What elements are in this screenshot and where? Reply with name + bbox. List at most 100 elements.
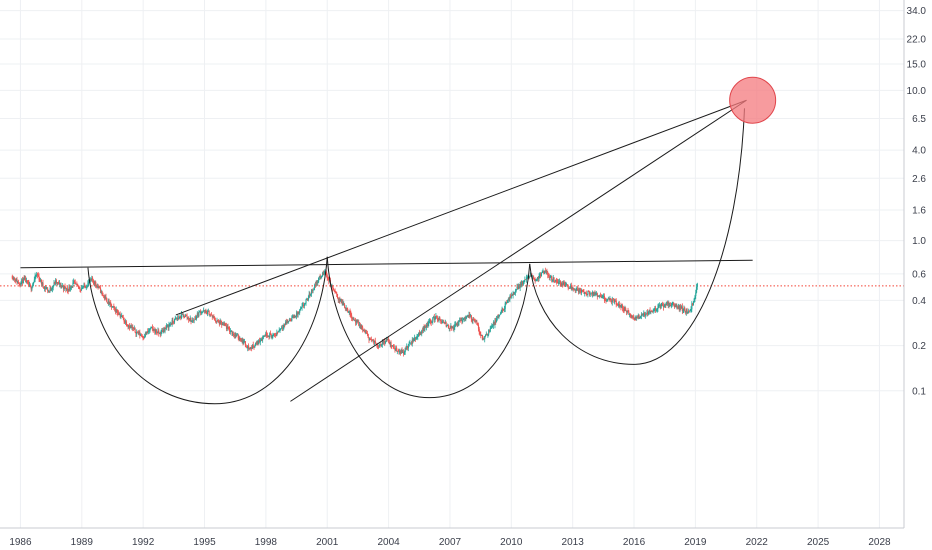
candle: [307, 295, 309, 302]
candle: [485, 334, 487, 338]
candle: [194, 315, 196, 320]
candle: [386, 338, 388, 342]
cup-arc[interactable]: [529, 108, 745, 365]
candle: [146, 331, 148, 335]
candlestick-series: [11, 267, 698, 357]
candle: [184, 315, 186, 318]
candle: [466, 315, 468, 320]
candle: [155, 328, 157, 335]
candle: [250, 347, 252, 350]
candle: [543, 270, 545, 275]
candle: [576, 286, 578, 291]
time-scale[interactable]: 1986 1989 1992 1995 1998 2001 2004 2007 2010 2013…: [9, 537, 891, 548]
candle: [529, 272, 531, 277]
drawing-layer[interactable]: [20, 76, 777, 405]
candle: [661, 302, 663, 307]
target-circle[interactable]: [729, 76, 777, 124]
candle: [290, 318, 292, 322]
candle: [675, 302, 677, 308]
candle: [648, 310, 650, 316]
candle: [83, 282, 85, 288]
candle: [86, 285, 88, 289]
candle: [36, 271, 38, 277]
candle: [59, 280, 61, 288]
y-tick-label: 22.0: [907, 34, 927, 45]
candle: [236, 333, 239, 336]
candle: [447, 323, 449, 326]
candle: [596, 292, 598, 300]
candle: [191, 320, 193, 323]
candle: [662, 301, 664, 307]
candle: [65, 286, 67, 293]
candle: [574, 288, 576, 294]
candle: [259, 337, 261, 346]
candle: [198, 310, 200, 318]
candle: [99, 284, 102, 294]
candle: [27, 280, 29, 285]
candle: [614, 298, 617, 303]
candle: [78, 285, 80, 290]
candle: [445, 321, 447, 328]
candle: [74, 279, 76, 285]
candle: [539, 272, 541, 279]
candle: [197, 312, 199, 318]
candle: [25, 277, 28, 284]
candle: [39, 277, 41, 282]
candle: [326, 273, 328, 281]
candle: [680, 303, 682, 311]
candle: [581, 288, 583, 296]
candle: [592, 290, 594, 298]
candle: [322, 270, 324, 276]
candle: [62, 284, 65, 293]
candle: [518, 283, 520, 290]
candle: [323, 270, 325, 276]
candle: [301, 303, 303, 311]
candle: [490, 325, 492, 329]
candle: [293, 314, 295, 319]
candle: [426, 321, 428, 328]
candle: [643, 310, 645, 317]
candle: [366, 330, 368, 337]
trend-line[interactable]: [20, 259, 753, 269]
candle: [694, 294, 696, 302]
candle: [602, 294, 604, 299]
trend-line[interactable]: [175, 99, 747, 316]
candle: [532, 274, 534, 280]
price-scale[interactable]: 34.0 22.0 15.0 10.0 6.5 4.0 2.6 1.6 1.0 0.6 0.4 0.2…: [907, 6, 927, 397]
candle: [540, 272, 543, 277]
candle: [592, 291, 594, 297]
candle: [583, 289, 585, 294]
candle: [87, 280, 89, 288]
candle: [457, 320, 459, 327]
candle: [414, 334, 416, 342]
candle: [277, 330, 280, 333]
candle: [367, 333, 369, 339]
candle: [536, 278, 538, 282]
candle: [348, 310, 350, 316]
candle: [509, 294, 511, 303]
cup-arc[interactable]: [87, 256, 328, 405]
candle: [53, 280, 55, 287]
candle: [473, 317, 475, 321]
candle: [298, 311, 300, 315]
candle: [404, 347, 406, 355]
candle: [23, 275, 25, 281]
trend-line[interactable]: [290, 99, 747, 402]
candle: [332, 285, 334, 292]
candle: [692, 302, 694, 306]
candle: [485, 331, 487, 336]
candle: [92, 279, 94, 285]
candle: [240, 337, 242, 342]
candle: [212, 315, 214, 319]
cup-arc[interactable]: [326, 256, 531, 399]
candle: [681, 303, 683, 315]
candle: [251, 344, 254, 350]
candle: [340, 298, 342, 302]
candle: [693, 297, 695, 304]
candle: [441, 319, 443, 324]
candle: [379, 344, 381, 346]
candle: [396, 345, 398, 352]
candle: [33, 276, 35, 283]
candle: [556, 278, 558, 284]
